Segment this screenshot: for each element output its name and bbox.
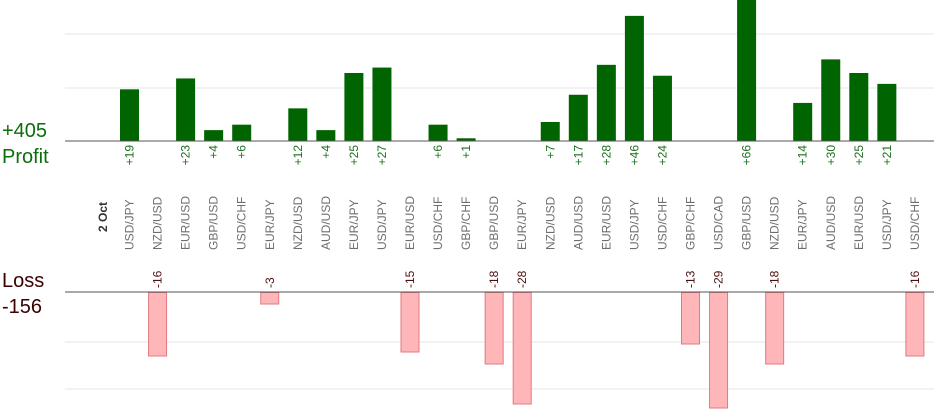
- profit-value-label: +7: [543, 145, 557, 159]
- profit-bar: [120, 89, 139, 141]
- category-tick-label: USD/JPY: [627, 199, 641, 250]
- profit-value-label: +17: [571, 145, 585, 166]
- category-tick-label: NZD/USD: [768, 196, 782, 250]
- category-tick-label: EUR/JPY: [263, 199, 277, 250]
- profit-bar: [793, 102, 813, 141]
- category-tick-label: GBP/CHF: [684, 197, 698, 250]
- profit-bar: [821, 59, 841, 141]
- category-tick-label: GBP/CHF: [459, 197, 473, 250]
- value-labels: +19 -16 +23 +4 +6 -3 +12 +4 +25 +27 -15 +6 +1 -18 -28 +…: [123, 145, 922, 288]
- profit-value-label: +21: [880, 145, 894, 166]
- profit-bar: [624, 15, 644, 142]
- profit-total: +405: [2, 120, 47, 142]
- profit-value-label: +27: [375, 145, 389, 166]
- category-tick-label: NZD/USD: [291, 196, 305, 250]
- loss-value-label: -16: [908, 270, 922, 288]
- loss-total: -156: [2, 296, 42, 318]
- loss-value-label: -29: [712, 270, 726, 288]
- category-tick-label: USD/JPY: [375, 199, 389, 250]
- category-tick-label: USD/JPY: [123, 199, 137, 250]
- profit-value-label: +24: [655, 145, 669, 166]
- category-tick-labels: USD/JPY NZD/USD EUR/USD GBP/USD USD/CHF EUR/J…: [123, 196, 922, 250]
- loss-bar: [484, 292, 504, 365]
- profit-bar: [232, 124, 252, 141]
- profit-value-label: +30: [824, 145, 838, 166]
- profit-value-label: +66: [740, 145, 754, 166]
- category-tick-label: NZD/USD: [543, 196, 557, 250]
- category-tick-label: AUD/USD: [824, 196, 838, 250]
- profit-bar: [204, 130, 224, 141]
- category-tick-label: AUD/USD: [571, 196, 585, 250]
- category-tick-label: AUD/USD: [319, 196, 333, 250]
- loss-bar: [260, 292, 280, 305]
- profit-value-label: +1: [459, 145, 473, 159]
- category-tick-label: USD/CHF: [235, 197, 249, 250]
- category-tick-label: EUR/JPY: [347, 199, 361, 250]
- profit-bar: [849, 73, 869, 141]
- profit-bar: [288, 108, 308, 141]
- loss-bar: [905, 292, 925, 357]
- profit-bar: [540, 121, 560, 141]
- category-tick-label: EUR/USD: [179, 196, 193, 250]
- profit-value-label: +25: [852, 145, 866, 166]
- loss-value-label: -3: [263, 277, 277, 288]
- loss-bar: [765, 292, 785, 365]
- loss-bar: [681, 292, 700, 345]
- category-tick-label: USD/CHF: [908, 197, 922, 250]
- loss-bar: [148, 292, 168, 357]
- category-tick-label: USD/CAD: [712, 196, 726, 250]
- loss-value-label: -18: [487, 270, 501, 288]
- loss-value-label: -28: [515, 270, 529, 288]
- category-tick-label: EUR/USD: [403, 196, 417, 250]
- profit-bar: [372, 67, 392, 141]
- loss-value-label: -13: [684, 270, 698, 288]
- profit-bar: [737, 0, 757, 141]
- category-tick-label: EUR/USD: [599, 196, 613, 250]
- profit-value-label: +4: [207, 145, 221, 159]
- profit-bar: [652, 75, 672, 141]
- category-tick-label: USD/JPY: [880, 199, 894, 250]
- loss-value-label: -15: [403, 270, 417, 288]
- profit-bar: [428, 124, 448, 141]
- profit-value-label: +28: [599, 145, 613, 166]
- category-tick-label: EUR/JPY: [515, 199, 529, 250]
- profit-value-label: +23: [179, 145, 193, 166]
- profit-bar: [568, 94, 588, 141]
- loss-bar: [512, 292, 532, 405]
- category-tick-label: USD/CHF: [431, 197, 445, 250]
- profit-value-label: +46: [627, 145, 641, 166]
- category-tick-label: NZD/USD: [151, 196, 165, 250]
- profit-value-label: +6: [235, 145, 249, 159]
- category-tick-label: GBP/USD: [740, 196, 754, 250]
- category-tick-label: USD/CHF: [655, 197, 669, 250]
- profit-label: Profit: [2, 146, 49, 168]
- date-label: 2 Oct: [96, 202, 110, 232]
- loss-value-label: -16: [151, 270, 165, 288]
- profit-value-label: +19: [123, 145, 137, 166]
- profit-value-label: +12: [291, 145, 305, 166]
- loss-bars: [148, 292, 925, 409]
- profit-value-label: +25: [347, 145, 361, 166]
- profit-value-label: +4: [319, 145, 333, 159]
- category-tick-label: EUR/USD: [852, 196, 866, 250]
- loss-bar: [400, 292, 420, 353]
- category-tick-label: EUR/JPY: [796, 199, 810, 250]
- profit-bar: [176, 78, 196, 141]
- loss-label: Loss: [2, 270, 44, 292]
- profit-value-label: +14: [796, 145, 810, 166]
- category-tick-label: GBP/USD: [487, 196, 501, 250]
- profit-value-label: +6: [431, 145, 445, 159]
- category-tick-label: GBP/USD: [207, 196, 221, 250]
- profit-bar: [316, 130, 336, 141]
- profit-bar: [344, 73, 364, 141]
- profit-bar: [456, 138, 476, 141]
- loss-value-label: -18: [768, 270, 782, 288]
- profit-bar: [596, 64, 616, 141]
- profit-bars: [120, 0, 897, 142]
- profit-bar: [877, 83, 897, 141]
- loss-bar: [709, 292, 729, 409]
